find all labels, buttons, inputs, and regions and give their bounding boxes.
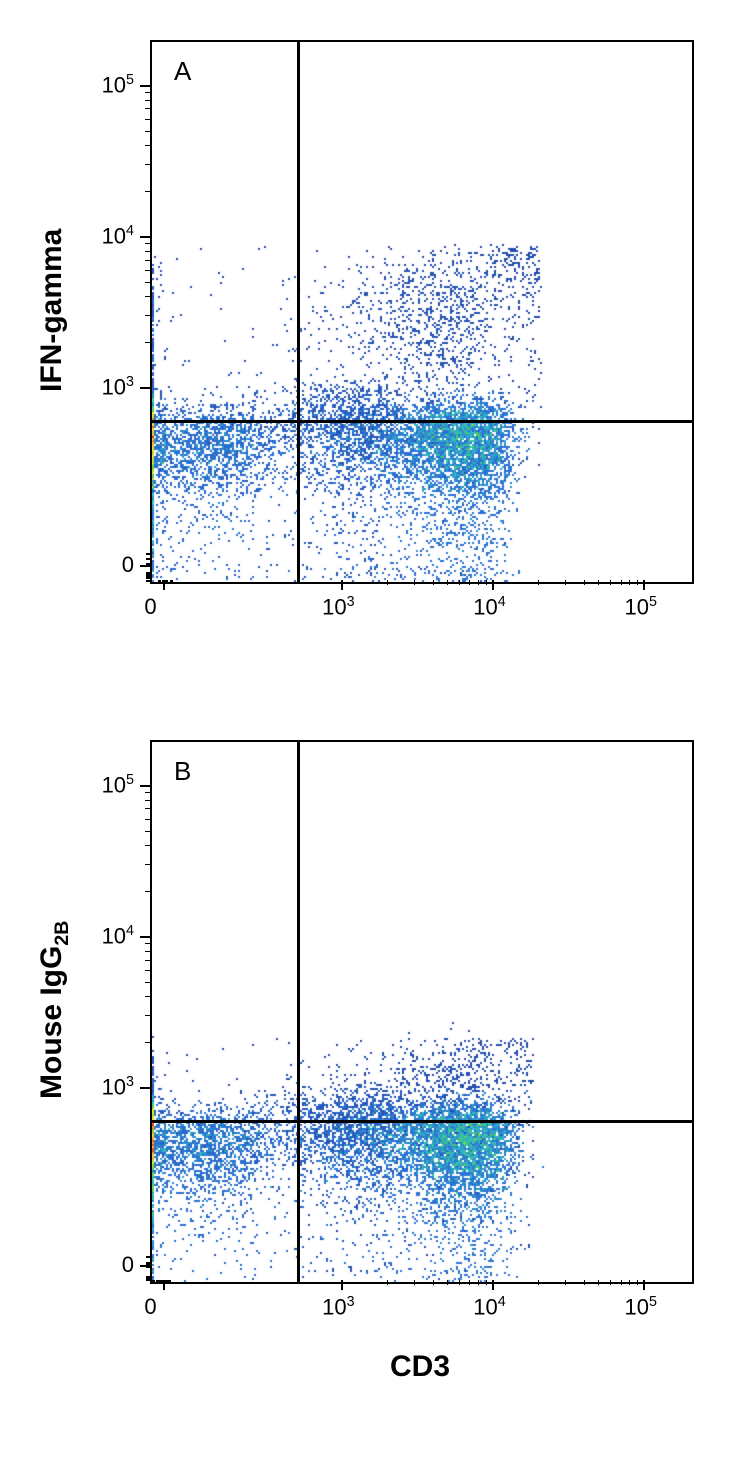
x-axis-title: CD3 [150, 1350, 690, 1384]
y-tick [140, 85, 150, 87]
y-tick-label: 0 [122, 552, 134, 578]
panel-label-b: B [174, 756, 191, 787]
plot-area-a: A [150, 40, 694, 584]
x-tick-label: 0 [144, 1294, 156, 1320]
y-tick [140, 785, 150, 787]
y-tick-label: 0 [122, 1252, 134, 1278]
y-axis-title-a: IFN-gamma [35, 228, 69, 391]
y-tick-label: 105 [102, 772, 134, 798]
quadrant-hline-b [152, 1120, 692, 1123]
x-tick-label: 104 [473, 1294, 505, 1320]
x-tick-label: 105 [624, 594, 656, 620]
x-tick [341, 1280, 343, 1290]
y-axis-title-b: Mouse IgG2B [35, 921, 74, 1099]
density-canvas-a [152, 42, 692, 582]
panel-label-a: A [174, 56, 191, 87]
y-tick [140, 1087, 150, 1089]
x-tick-label: 0 [144, 594, 156, 620]
quadrant-vline-b [297, 742, 300, 1282]
x-tick-label: 103 [322, 1294, 354, 1320]
y-tick-label: 104 [102, 223, 134, 249]
x-tick [643, 580, 645, 590]
x-tick [643, 1280, 645, 1290]
quadrant-vline-a [297, 42, 300, 582]
y-tick-label: 103 [102, 1074, 134, 1100]
density-canvas-b [152, 742, 692, 1282]
x-tick-label: 105 [624, 1294, 656, 1320]
y-tick-label: 103 [102, 374, 134, 400]
x-tick [492, 1280, 494, 1290]
x-tick-label: 103 [322, 594, 354, 620]
y-tick-label: 105 [102, 72, 134, 98]
y-tick-label: 104 [102, 923, 134, 949]
quadrant-hline-a [152, 420, 692, 423]
figure: A IFN-gamma B Mouse IgG2B CD3 0 103 104 105… [0, 0, 738, 1470]
x-tick [341, 580, 343, 590]
plot-area-b: B [150, 740, 694, 1284]
y-tick [140, 936, 150, 938]
x-tick-label: 104 [473, 594, 505, 620]
y-tick [140, 387, 150, 389]
y-tick [140, 236, 150, 238]
x-tick [492, 580, 494, 590]
